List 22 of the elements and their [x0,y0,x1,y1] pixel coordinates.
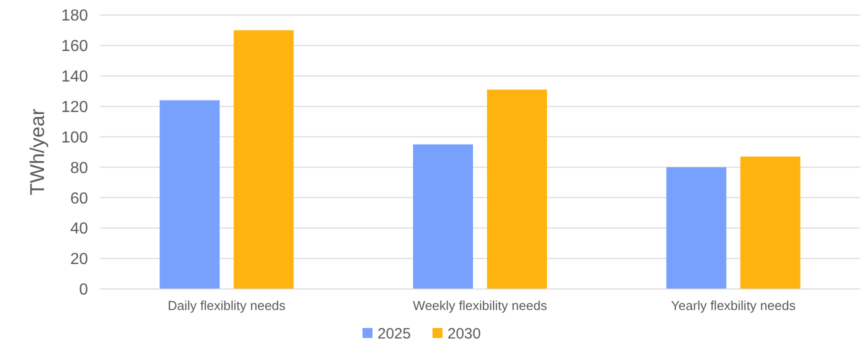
bar [487,90,547,289]
y-axis-title: TWh/year [27,108,49,196]
y-tick-label: 20 [70,251,88,268]
bar [160,100,220,289]
y-tick-label: 180 [61,8,88,25]
x-tick-label: Daily flexiblity needs [168,298,286,313]
bar [740,156,800,289]
y-tick-label: 60 [70,190,88,208]
y-tick-label: 100 [61,129,88,146]
bar [666,167,726,289]
y-tick-label: 160 [61,38,88,56]
y-tick-label: 0 [79,282,88,299]
y-tick-label: 120 [61,98,88,116]
y-tick-label: 40 [70,220,88,238]
legend-label: 2030 [448,325,481,342]
y-tick-label: 80 [70,160,88,177]
bar [413,144,473,289]
x-tick-label: Yearly flexbility needs [671,298,796,313]
legend-label: 2025 [378,325,411,342]
x-tick-label: Weekly flexibility needs [412,298,548,313]
y-tick-label: 140 [61,68,88,86]
bar [234,30,294,289]
